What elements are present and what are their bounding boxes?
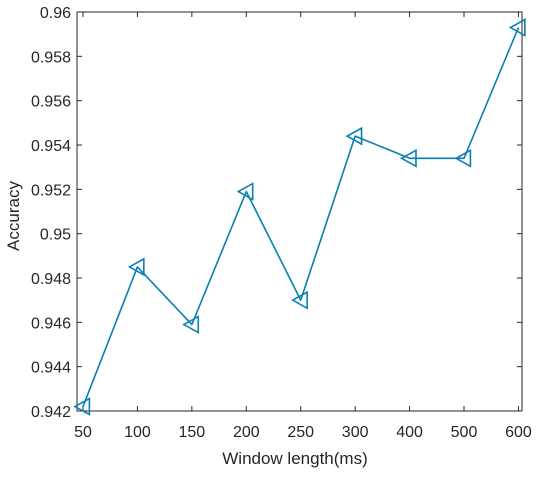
y-tick-label: 0.944 (31, 360, 71, 377)
x-tick-label: 100 (124, 424, 151, 441)
data-point-marker (508, 18, 526, 37)
plot-border (76, 11, 523, 412)
y-tick-label: 0.958 (31, 49, 71, 66)
y-tick-label: 0.96 (40, 5, 71, 22)
data-point-marker (182, 315, 200, 334)
y-axis: 0.942 0.944 0.946 0.948 0.95 0.952 0.954 0.956 0… (31, 5, 522, 421)
data-point-marker (73, 397, 91, 416)
y-axis-label: Accuracy (4, 181, 23, 251)
y-tick-label: 0.942 (31, 404, 71, 421)
x-tick-label: 250 (287, 424, 314, 441)
data-point-marker (454, 148, 472, 168)
x-tick-label: 400 (396, 424, 423, 441)
x-tick-label: 50 (74, 424, 92, 441)
data-point-marker (399, 148, 417, 168)
data-point-marker (345, 126, 363, 146)
data-point-marker (127, 257, 145, 277)
x-tick-label: 200 (233, 424, 260, 441)
y-tick-label: 0.954 (31, 138, 71, 155)
y-tick-label: 0.952 (31, 182, 71, 199)
x-tick-label: 300 (342, 424, 369, 441)
data-point-marker (236, 182, 254, 201)
y-tick-label: 0.946 (31, 315, 71, 332)
x-axis-label: Window length(ms) (222, 449, 368, 468)
x-axis: 50 100 150 200 250 300 400 500 600 (74, 12, 532, 441)
data-point-marker (291, 290, 308, 310)
series-layer (73, 18, 526, 416)
y-tick-label: 0.956 (31, 94, 71, 111)
x-tick-label: 600 (505, 424, 532, 441)
y-tick-label: 0.95 (40, 227, 71, 244)
x-tick-label: 500 (451, 424, 478, 441)
plot-frame (76, 11, 523, 412)
y-tick-label: 0.948 (31, 271, 71, 288)
series-line (82, 27, 520, 407)
x-tick-label: 150 (179, 424, 206, 441)
